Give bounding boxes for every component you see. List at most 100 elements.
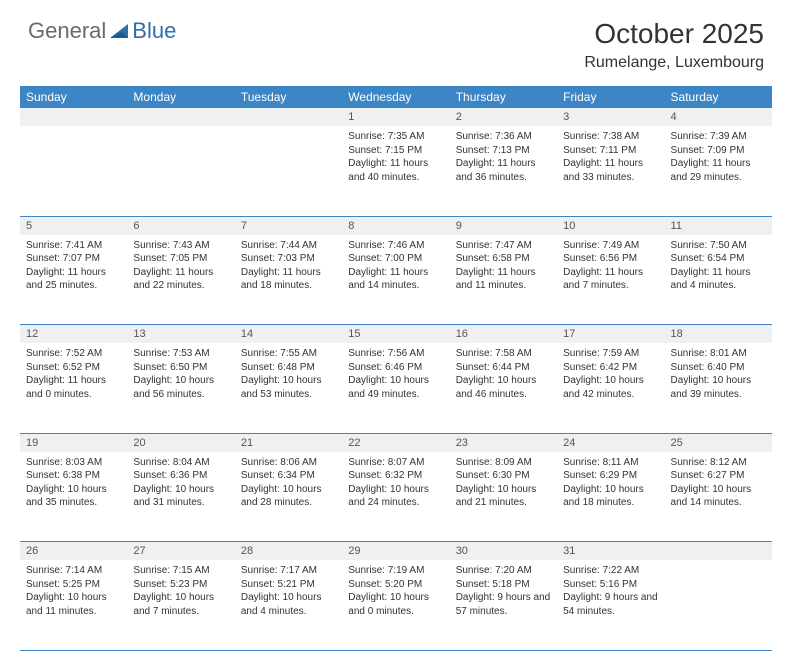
day-number: 9 xyxy=(450,216,557,235)
daylight-text: Daylight: 9 hours and 54 minutes. xyxy=(563,591,658,618)
daylight-text: Daylight: 11 hours and 36 minutes. xyxy=(456,157,551,184)
month-title: October 2025 xyxy=(584,18,764,50)
day-cell: Sunrise: 8:01 AMSunset: 6:40 PMDaylight:… xyxy=(665,343,772,433)
day-number: 15 xyxy=(342,325,449,344)
day-cell: Sunrise: 7:35 AMSunset: 7:15 PMDaylight:… xyxy=(342,126,449,216)
day-cell: Sunrise: 7:59 AMSunset: 6:42 PMDaylight:… xyxy=(557,343,664,433)
sunrise-text: Sunrise: 7:39 AM xyxy=(671,130,766,144)
day-cell-content: Sunrise: 7:19 AMSunset: 5:20 PMDaylight:… xyxy=(342,560,449,624)
day-number: 26 xyxy=(20,542,127,561)
sunrise-text: Sunrise: 7:56 AM xyxy=(348,347,443,361)
daylight-text: Daylight: 10 hours and 21 minutes. xyxy=(456,483,551,510)
sunset-text: Sunset: 7:03 PM xyxy=(241,252,336,266)
daylight-text: Daylight: 9 hours and 57 minutes. xyxy=(456,591,551,618)
day-cell: Sunrise: 7:38 AMSunset: 7:11 PMDaylight:… xyxy=(557,126,664,216)
day-cell xyxy=(235,126,342,216)
day-number: 24 xyxy=(557,433,664,452)
sunset-text: Sunset: 7:09 PM xyxy=(671,144,766,158)
daylight-text: Daylight: 11 hours and 18 minutes. xyxy=(241,266,336,293)
daylight-text: Daylight: 11 hours and 4 minutes. xyxy=(671,266,766,293)
day-number: 6 xyxy=(127,216,234,235)
sunset-text: Sunset: 6:58 PM xyxy=(456,252,551,266)
sunset-text: Sunset: 6:34 PM xyxy=(241,469,336,483)
sunrise-text: Sunrise: 7:43 AM xyxy=(133,239,228,253)
day-cell-content: Sunrise: 7:49 AMSunset: 6:56 PMDaylight:… xyxy=(557,235,664,299)
day-number: 5 xyxy=(20,216,127,235)
day-cell-content: Sunrise: 7:43 AMSunset: 7:05 PMDaylight:… xyxy=(127,235,234,299)
daylight-text: Daylight: 11 hours and 40 minutes. xyxy=(348,157,443,184)
day-number-row: 262728293031 xyxy=(20,542,772,561)
sunrise-text: Sunrise: 8:06 AM xyxy=(241,456,336,470)
day-cell: Sunrise: 7:50 AMSunset: 6:54 PMDaylight:… xyxy=(665,235,772,325)
day-cell: Sunrise: 7:19 AMSunset: 5:20 PMDaylight:… xyxy=(342,560,449,650)
day-cell-content: Sunrise: 8:09 AMSunset: 6:30 PMDaylight:… xyxy=(450,452,557,516)
day-number: 22 xyxy=(342,433,449,452)
day-number: 31 xyxy=(557,542,664,561)
daylight-text: Daylight: 10 hours and 49 minutes. xyxy=(348,374,443,401)
day-number: 21 xyxy=(235,433,342,452)
sunrise-text: Sunrise: 7:44 AM xyxy=(241,239,336,253)
calendar-table: SundayMondayTuesdayWednesdayThursdayFrid… xyxy=(20,86,772,651)
day-cell-content: Sunrise: 7:41 AMSunset: 7:07 PMDaylight:… xyxy=(20,235,127,299)
day-number: 30 xyxy=(450,542,557,561)
day-cell: Sunrise: 7:41 AMSunset: 7:07 PMDaylight:… xyxy=(20,235,127,325)
day-content-row: Sunrise: 7:41 AMSunset: 7:07 PMDaylight:… xyxy=(20,235,772,325)
day-cell: Sunrise: 8:04 AMSunset: 6:36 PMDaylight:… xyxy=(127,452,234,542)
daylight-text: Daylight: 11 hours and 14 minutes. xyxy=(348,266,443,293)
sunset-text: Sunset: 6:46 PM xyxy=(348,361,443,375)
day-number: 19 xyxy=(20,433,127,452)
day-cell-content: Sunrise: 7:35 AMSunset: 7:15 PMDaylight:… xyxy=(342,126,449,190)
day-number: 11 xyxy=(665,216,772,235)
day-header: Monday xyxy=(127,86,234,108)
day-cell-content: Sunrise: 7:15 AMSunset: 5:23 PMDaylight:… xyxy=(127,560,234,624)
daylight-text: Daylight: 10 hours and 24 minutes. xyxy=(348,483,443,510)
sunrise-text: Sunrise: 7:41 AM xyxy=(26,239,121,253)
day-header: Wednesday xyxy=(342,86,449,108)
daylight-text: Daylight: 10 hours and 11 minutes. xyxy=(26,591,121,618)
sunset-text: Sunset: 6:52 PM xyxy=(26,361,121,375)
day-cell: Sunrise: 7:22 AMSunset: 5:16 PMDaylight:… xyxy=(557,560,664,650)
day-number: 12 xyxy=(20,325,127,344)
day-cell: Sunrise: 7:39 AMSunset: 7:09 PMDaylight:… xyxy=(665,126,772,216)
daylight-text: Daylight: 10 hours and 53 minutes. xyxy=(241,374,336,401)
day-cell: Sunrise: 8:07 AMSunset: 6:32 PMDaylight:… xyxy=(342,452,449,542)
day-number: 13 xyxy=(127,325,234,344)
day-number: 27 xyxy=(127,542,234,561)
sunrise-text: Sunrise: 7:52 AM xyxy=(26,347,121,361)
sunset-text: Sunset: 6:40 PM xyxy=(671,361,766,375)
day-cell: Sunrise: 7:17 AMSunset: 5:21 PMDaylight:… xyxy=(235,560,342,650)
day-cell: Sunrise: 8:06 AMSunset: 6:34 PMDaylight:… xyxy=(235,452,342,542)
day-cell-content: Sunrise: 7:36 AMSunset: 7:13 PMDaylight:… xyxy=(450,126,557,190)
sunrise-text: Sunrise: 7:49 AM xyxy=(563,239,658,253)
logo-triangle-icon xyxy=(110,23,130,39)
day-number-row: 1234 xyxy=(20,108,772,126)
day-number: 2 xyxy=(450,108,557,126)
day-number: 16 xyxy=(450,325,557,344)
day-cell: Sunrise: 7:52 AMSunset: 6:52 PMDaylight:… xyxy=(20,343,127,433)
sunset-text: Sunset: 6:27 PM xyxy=(671,469,766,483)
daylight-text: Daylight: 10 hours and 14 minutes. xyxy=(671,483,766,510)
day-cell xyxy=(665,560,772,650)
daylight-text: Daylight: 10 hours and 7 minutes. xyxy=(133,591,228,618)
day-cell-content: Sunrise: 7:59 AMSunset: 6:42 PMDaylight:… xyxy=(557,343,664,407)
daylight-text: Daylight: 11 hours and 33 minutes. xyxy=(563,157,658,184)
sunrise-text: Sunrise: 7:14 AM xyxy=(26,564,121,578)
day-content-row: Sunrise: 7:14 AMSunset: 5:25 PMDaylight:… xyxy=(20,560,772,650)
day-cell: Sunrise: 8:03 AMSunset: 6:38 PMDaylight:… xyxy=(20,452,127,542)
sunrise-text: Sunrise: 7:17 AM xyxy=(241,564,336,578)
sunrise-text: Sunrise: 7:35 AM xyxy=(348,130,443,144)
daylight-text: Daylight: 10 hours and 46 minutes. xyxy=(456,374,551,401)
day-cell-content: Sunrise: 7:53 AMSunset: 6:50 PMDaylight:… xyxy=(127,343,234,407)
sunset-text: Sunset: 7:00 PM xyxy=(348,252,443,266)
sunrise-text: Sunrise: 7:15 AM xyxy=(133,564,228,578)
day-number: 17 xyxy=(557,325,664,344)
sunset-text: Sunset: 5:18 PM xyxy=(456,578,551,592)
day-cell xyxy=(20,126,127,216)
day-cell: Sunrise: 7:47 AMSunset: 6:58 PMDaylight:… xyxy=(450,235,557,325)
title-block: October 2025 Rumelange, Luxembourg xyxy=(584,18,764,72)
location-label: Rumelange, Luxembourg xyxy=(584,54,764,72)
sunrise-text: Sunrise: 7:46 AM xyxy=(348,239,443,253)
sunset-text: Sunset: 6:50 PM xyxy=(133,361,228,375)
day-header: Saturday xyxy=(665,86,772,108)
sunrise-text: Sunrise: 7:53 AM xyxy=(133,347,228,361)
